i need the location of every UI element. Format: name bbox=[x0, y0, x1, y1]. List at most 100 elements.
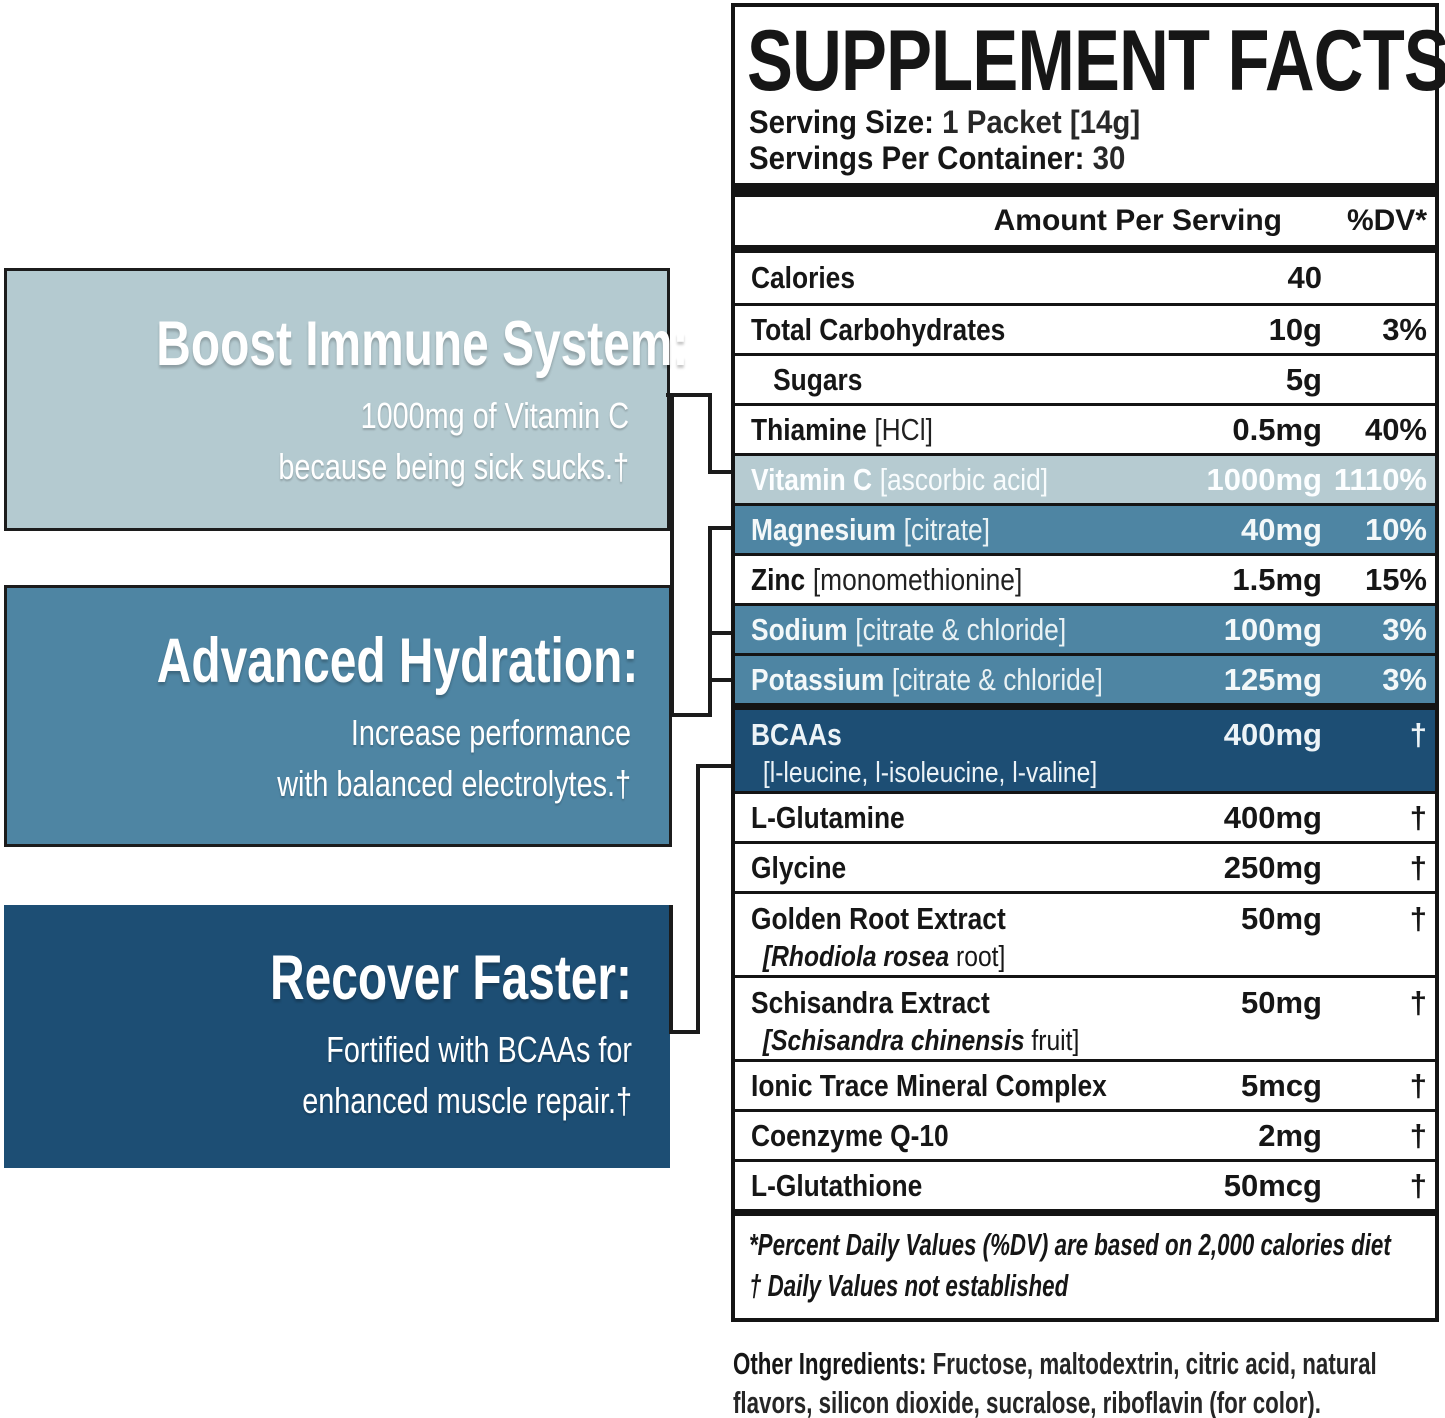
percent-dv-value: † bbox=[1409, 1067, 1427, 1103]
ingredient-name-line: Golden Root Extract bbox=[751, 899, 1109, 939]
ingredient-name: Magnesium bbox=[751, 511, 896, 547]
amount-per-serving-value: 250mg bbox=[1223, 849, 1322, 885]
panel-title: SUPPLEMENT FACTS bbox=[747, 13, 1445, 109]
ingredient-name-line: Schisandra Extract bbox=[751, 983, 1109, 1023]
callout-recover-faster: Recover Faster: Fortified with BCAAs for… bbox=[4, 905, 670, 1168]
ingredient-name: Schisandra Extract bbox=[751, 985, 990, 1021]
ingredient-name: Zinc bbox=[751, 561, 806, 597]
ingredient-name-cell: Glycine bbox=[751, 848, 1109, 888]
ingredient-subline: [Rhodiola rosea root] bbox=[751, 939, 1109, 975]
percent-dv-value: † bbox=[1409, 717, 1427, 753]
callout-line: Increase performance bbox=[350, 712, 631, 754]
ingredient-name: Coenzyme Q-10 bbox=[751, 1117, 949, 1153]
ingredient-name-line: Potassium [citrate & chloride] bbox=[751, 660, 1109, 700]
ingredient-name-cell: Coenzyme Q-10 bbox=[751, 1116, 1109, 1156]
percent-dv-value: 3% bbox=[1382, 311, 1427, 347]
amount-per-serving-value: 40 bbox=[1287, 260, 1322, 296]
other-ingredients-block: Other Ingredients: Fructose, maltodextri… bbox=[733, 1344, 1441, 1418]
amount-per-serving-value: 50mg bbox=[1241, 985, 1322, 1021]
ingredient-name-line: Magnesium [citrate] bbox=[751, 510, 1109, 550]
ingredient-name-cell: Ionic Trace Mineral Complex bbox=[751, 1066, 1109, 1106]
connector-line bbox=[666, 393, 712, 397]
ingredient-subline-rest: [l-leucine, l-isoleucine, l-valine] bbox=[762, 757, 1098, 790]
callout-title: Recover Faster: bbox=[270, 943, 632, 1013]
table-row: Schisandra Extract [Schisandra chinensis… bbox=[735, 975, 1435, 1060]
ingredient-name-line: Ionic Trace Mineral Complex bbox=[751, 1066, 1109, 1106]
ingredient-latin-name: [Rhodiola rosea bbox=[762, 941, 950, 974]
callout-line: because being sick sucks.† bbox=[278, 445, 629, 487]
ingredient-name-line: Coenzyme Q-10 bbox=[751, 1116, 1109, 1156]
ingredient-name-cell: Calories bbox=[751, 258, 1109, 298]
facts-table-body: Calories 40 Total Carbohydrates 10g 3% S… bbox=[735, 253, 1435, 1210]
footnote-line-dv: *Percent Daily Values (%DV) are based on… bbox=[749, 1227, 1391, 1263]
amount-per-serving-value: 100mg bbox=[1223, 611, 1322, 647]
serving-size-value: 1 Packet [14g] bbox=[942, 103, 1141, 140]
table-row: Potassium [citrate & chloride] 125mg 3% bbox=[735, 653, 1435, 704]
ingredient-name-line: Vitamin C [ascorbic acid] bbox=[751, 460, 1109, 500]
thick-divider bbox=[735, 183, 1435, 198]
connector-line bbox=[669, 905, 673, 1034]
amount-per-serving-value: 5g bbox=[1285, 361, 1322, 397]
amount-per-serving-value: 40mg bbox=[1241, 511, 1322, 547]
serving-size-line: Serving Size: 1 Packet [14g] bbox=[749, 103, 1380, 141]
ingredient-name-line: Calories bbox=[751, 258, 1109, 298]
ingredient-name-cell: Magnesium [citrate] bbox=[751, 510, 1109, 550]
ingredient-name-cell: L-Glutamine bbox=[751, 798, 1109, 838]
amount-per-serving-value: 10g bbox=[1268, 311, 1322, 347]
percent-dv-header: %DV* bbox=[1346, 204, 1427, 238]
percent-dv-value: † bbox=[1409, 1117, 1427, 1153]
ingredient-name: L-Glutathione bbox=[751, 1167, 923, 1203]
ingredient-subline: [Schisandra chinensis fruit] bbox=[751, 1023, 1109, 1059]
callout-title: Boost Immune System: bbox=[156, 309, 689, 379]
ingredient-name-cell: Golden Root Extract [Rhodiola rosea root… bbox=[751, 899, 1109, 975]
ingredient-name-cell: Sodium [citrate & chloride] bbox=[751, 610, 1109, 650]
callout-boost-immune-system: Boost Immune System: 1000mg of Vitamin C… bbox=[4, 268, 689, 531]
table-row: Sodium [citrate & chloride] 100mg 3% bbox=[735, 603, 1435, 654]
ingredient-name-line: Sugars bbox=[773, 360, 1109, 400]
connector-line bbox=[708, 678, 735, 682]
footnote-block: *Percent Daily Values (%DV) are based on… bbox=[735, 1216, 1435, 1318]
table-row: Zinc [monomethionine] 1.5mg 15% bbox=[735, 553, 1435, 604]
footnote-divider bbox=[735, 1209, 1435, 1217]
connector-line bbox=[708, 631, 735, 635]
ingredient-name-line: Total Carbohydrates bbox=[751, 310, 1109, 350]
ingredient-name-cell: Schisandra Extract [Schisandra chinensis… bbox=[751, 983, 1109, 1059]
ingredient-form-detail: [monomethionine] bbox=[812, 561, 1023, 597]
connector-line bbox=[708, 470, 735, 474]
percent-dv-value: † bbox=[1409, 901, 1427, 937]
ingredient-name-line: Sodium [citrate & chloride] bbox=[751, 610, 1109, 650]
amount-per-serving-header: Amount Per Serving bbox=[993, 204, 1282, 238]
ingredient-name: Thiamine bbox=[751, 411, 867, 447]
ingredient-name: Sugars bbox=[773, 361, 863, 397]
ingredient-subline-rest: root] bbox=[949, 941, 1006, 974]
ingredient-name: Vitamin C bbox=[751, 461, 873, 497]
table-row: Coenzyme Q-10 2mg † bbox=[735, 1109, 1435, 1160]
ingredient-form-detail: [citrate & chloride] bbox=[855, 611, 1067, 647]
callout-advanced-hydration: Advanced Hydration: Increase performance… bbox=[4, 585, 672, 847]
percent-dv-value: 3% bbox=[1382, 661, 1427, 697]
table-row: L-Glutathione 50mcg † bbox=[735, 1159, 1435, 1210]
ingredient-name-cell: BCAAs [l-leucine, l-isoleucine, l-valine… bbox=[751, 715, 1109, 791]
ingredient-name-cell: Thiamine [HCl] bbox=[751, 410, 1109, 450]
percent-dv-value: 10% bbox=[1364, 511, 1427, 547]
amount-per-serving-value: 125mg bbox=[1223, 661, 1322, 697]
connector-line bbox=[708, 526, 712, 717]
callout-line: enhanced muscle repair.† bbox=[302, 1079, 632, 1121]
medium-divider bbox=[735, 245, 1435, 254]
percent-dv-value: 40% bbox=[1364, 411, 1427, 447]
table-row: Golden Root Extract [Rhodiola rosea root… bbox=[735, 891, 1435, 976]
ingredient-name: Total Carbohydrates bbox=[751, 311, 1006, 347]
table-header-row: Amount Per Serving %DV* bbox=[735, 197, 1435, 245]
callout-line: Fortified with BCAAs for bbox=[326, 1029, 632, 1071]
table-row: Total Carbohydrates 10g 3% bbox=[735, 303, 1435, 354]
servings-label: Servings Per Container: bbox=[749, 139, 1085, 176]
other-ingredients-list: Fructose, maltodextrin, citric acid, nat… bbox=[733, 1346, 1377, 1418]
ingredient-name: Sodium bbox=[751, 611, 848, 647]
serving-size-label: Serving Size: bbox=[749, 103, 934, 140]
ingredient-subline-rest: fruit] bbox=[1024, 1025, 1080, 1058]
percent-dv-value: † bbox=[1409, 1167, 1427, 1203]
ingredient-form-detail: [citrate] bbox=[903, 511, 991, 547]
ingredient-name: Golden Root Extract bbox=[751, 901, 1006, 937]
connector-line bbox=[670, 713, 712, 717]
callout-title: Advanced Hydration: bbox=[156, 626, 639, 696]
